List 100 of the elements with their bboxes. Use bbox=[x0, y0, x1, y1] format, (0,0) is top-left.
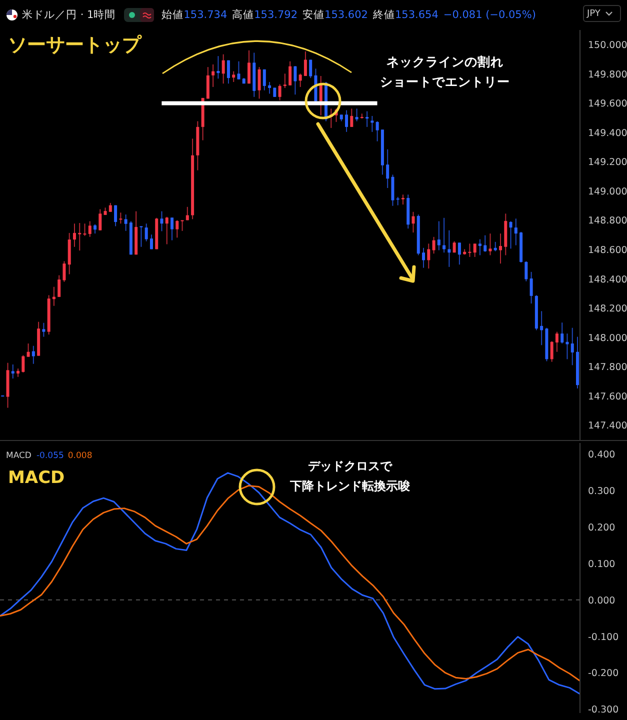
candlestick bbox=[176, 220, 179, 238]
candlestick bbox=[350, 108, 354, 128]
candlestick bbox=[283, 73, 286, 88]
candlestick bbox=[222, 54, 225, 84]
y-tick-label: 147.600 bbox=[588, 391, 627, 402]
annotation: -0.055 bbox=[36, 451, 64, 461]
candlestick bbox=[170, 217, 174, 241]
candlestick bbox=[294, 66, 297, 96]
y-tick-label: 149.800 bbox=[588, 69, 627, 80]
candlestick bbox=[484, 234, 487, 252]
candlestick bbox=[206, 66, 210, 100]
candlestick bbox=[237, 60, 240, 80]
candlestick bbox=[114, 204, 118, 227]
candlestick bbox=[386, 148, 390, 188]
candlestick bbox=[216, 56, 220, 80]
text: MACD bbox=[6, 451, 32, 461]
candlestick bbox=[258, 66, 261, 100]
candlestick bbox=[124, 214, 128, 232]
annotation: 0.008 bbox=[68, 451, 92, 461]
candlestick bbox=[42, 322, 46, 338]
y-tick-label: 150.000 bbox=[588, 40, 627, 52]
candlestick bbox=[88, 220, 92, 238]
y-tick-label: 0.100 bbox=[588, 558, 616, 570]
chart-subtitle: 米ドル／円 · 1時間 bbox=[22, 8, 116, 22]
candlestick bbox=[478, 238, 482, 256]
y-tick-label: -0.100 bbox=[588, 632, 619, 643]
candlestick bbox=[180, 220, 184, 232]
chart-title: ソーサートップ bbox=[8, 33, 141, 58]
candlestick bbox=[391, 174, 394, 206]
y-tick-label: 148.400 bbox=[588, 274, 627, 286]
candlestick bbox=[26, 343, 30, 358]
candlestick bbox=[468, 243, 472, 258]
text: 153.602 bbox=[324, 9, 368, 21]
candlestick bbox=[488, 233, 492, 256]
candlestick bbox=[83, 223, 86, 236]
candlestick bbox=[144, 223, 148, 242]
text: 153.654 bbox=[394, 9, 438, 21]
text: 高値 bbox=[232, 9, 254, 21]
y-tick-label: -0.200 bbox=[588, 668, 619, 680]
candlestick bbox=[32, 345, 35, 364]
y-tick-label: 148.800 bbox=[588, 216, 627, 227]
candlestick bbox=[11, 364, 14, 379]
candlestick bbox=[72, 223, 76, 248]
candlestick bbox=[355, 108, 358, 122]
candlestick bbox=[432, 236, 436, 254]
annotation: 下降トレンド転換示唆 bbox=[290, 478, 410, 495]
candlestick bbox=[268, 81, 272, 94]
candlestick bbox=[401, 194, 404, 206]
candlestick bbox=[262, 68, 266, 91]
candlestick bbox=[376, 120, 379, 142]
candlestick bbox=[412, 211, 415, 234]
candlestick bbox=[98, 208, 102, 231]
candlestick bbox=[345, 110, 348, 132]
candlestick bbox=[298, 73, 302, 88]
y-tick-label: 0.200 bbox=[588, 522, 616, 534]
y-tick-label: 0.000 bbox=[588, 595, 616, 606]
y-tick-label: 149.000 bbox=[588, 186, 627, 198]
y-tick-label: 147.800 bbox=[588, 362, 627, 374]
candlestick bbox=[448, 230, 451, 268]
text: −0.081 (−0.05%) bbox=[443, 9, 536, 21]
candlestick bbox=[278, 84, 282, 101]
text: 153.734 bbox=[184, 9, 228, 21]
candlestick bbox=[309, 59, 312, 79]
candlestick bbox=[422, 247, 426, 268]
candlestick bbox=[499, 233, 502, 264]
candlestick bbox=[530, 271, 533, 304]
candlestick bbox=[458, 242, 461, 266]
candlestick bbox=[22, 354, 25, 373]
candlestick bbox=[165, 216, 168, 245]
candlestick bbox=[560, 322, 564, 344]
y-tick-label: 149.600 bbox=[588, 98, 627, 110]
y-tick-label: 149.200 bbox=[588, 157, 627, 168]
candlestick bbox=[370, 115, 374, 132]
candlestick bbox=[160, 210, 164, 232]
annotation: ネックラインの割れ bbox=[386, 53, 504, 71]
y-tick-label: 0.400 bbox=[588, 449, 616, 460]
candlestick bbox=[555, 331, 558, 352]
candlestick bbox=[509, 220, 512, 250]
text: 始値 bbox=[162, 9, 184, 21]
y-tick-label: 148.200 bbox=[588, 304, 627, 315]
candlestick bbox=[78, 222, 82, 252]
candlestick bbox=[212, 64, 215, 88]
text: 153.792 bbox=[254, 9, 298, 21]
y-tick-label: 148.600 bbox=[588, 245, 627, 256]
candlestick bbox=[550, 340, 554, 362]
candlestick bbox=[58, 274, 61, 298]
y-tick-label: 0.300 bbox=[588, 486, 616, 497]
y-tick-label: 149.400 bbox=[588, 128, 627, 139]
candlestick bbox=[396, 196, 400, 206]
candlestick bbox=[150, 234, 153, 250]
candlestick bbox=[514, 218, 518, 246]
text: 安値 bbox=[302, 9, 325, 21]
candlestick bbox=[473, 243, 476, 258]
candlestick bbox=[427, 243, 430, 270]
y-tick-label: 148.000 bbox=[588, 332, 627, 344]
candlestick bbox=[524, 260, 528, 282]
candlestick bbox=[232, 70, 236, 82]
candlestick bbox=[288, 60, 292, 86]
y-tick-label: -0.300 bbox=[588, 704, 619, 716]
candlestick bbox=[570, 327, 574, 366]
